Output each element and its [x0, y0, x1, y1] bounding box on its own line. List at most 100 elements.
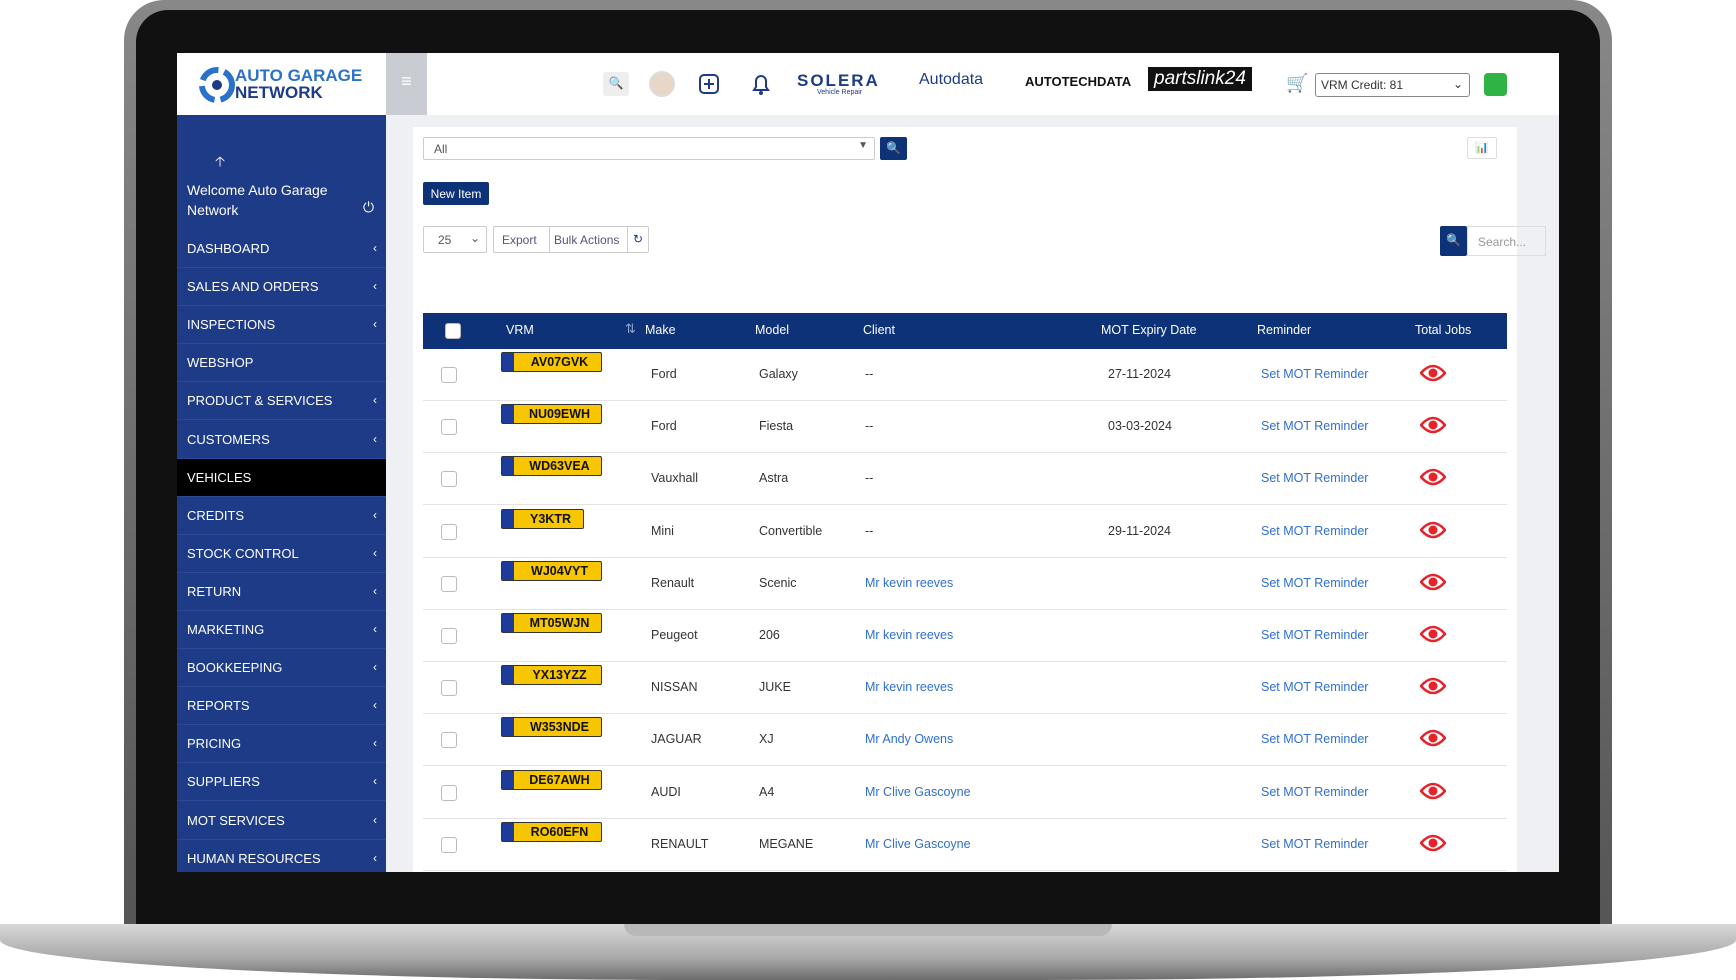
menu-item[interactable]: SALES AND ORDERS ‹	[177, 268, 386, 307]
export-button[interactable]: Export	[502, 233, 537, 247]
vrm-plate[interactable]: NU09EWH	[501, 404, 602, 425]
mot-expiry-date: 27-11-2024	[1108, 367, 1172, 381]
refresh-button[interactable]: ↻	[633, 232, 644, 246]
bulk-actions-button[interactable]: Bulk Actions	[554, 233, 620, 247]
vrm-plate[interactable]: WJ04VYT	[501, 560, 602, 581]
filter-search-button[interactable]: 🔍	[880, 137, 907, 160]
view-jobs-icon[interactable]	[1419, 676, 1447, 699]
menu-item[interactable]: MARKETING ‹	[177, 611, 386, 649]
menu-label: REPORTS	[187, 698, 250, 714]
vrm-plate[interactable]: MT05WJN	[501, 613, 602, 633]
row-checkbox[interactable]	[441, 732, 457, 749]
table-row: YX13YZZ NISSAN JUKE Mr kevin reeves Set MOT …	[423, 662, 1507, 715]
vrm-credit-select[interactable]: VRM Credit: 81 ⌄	[1315, 73, 1470, 97]
add-icon[interactable]	[698, 73, 720, 95]
table-search-input[interactable]: Search...	[1467, 226, 1546, 256]
avatar[interactable]	[649, 71, 675, 97]
new-item-button[interactable]: New Item	[423, 182, 489, 205]
menu-item[interactable]: MOT SERVICES ‹	[177, 802, 386, 840]
row-checkbox[interactable]	[441, 471, 457, 488]
view-jobs-icon[interactable]	[1419, 363, 1447, 386]
vrm-plate[interactable]: AV07GVK	[501, 352, 602, 372]
select-all-checkbox[interactable]	[445, 323, 461, 339]
reminder-link[interactable]: Set MOT Reminder	[1261, 367, 1369, 381]
power-icon[interactable]: ⏻	[363, 199, 375, 215]
menu-item[interactable]: STOCK CONTROL ‹	[177, 535, 386, 573]
reminder-link[interactable]: Set MOT Reminder	[1261, 471, 1369, 486]
vrm-plate[interactable]: WD63VEA	[501, 456, 602, 477]
menu-item[interactable]: DASHBOARD ‹	[177, 230, 386, 268]
row-checkbox[interactable]	[441, 836, 457, 853]
menu-item[interactable]: BOOKKEEPING ‹	[177, 649, 386, 688]
welcome-text: Welcome Auto Garage Network	[187, 182, 328, 218]
client[interactable]: Mr kevin reeves	[865, 575, 954, 590]
menu-item[interactable]: PRICING ‹	[177, 725, 386, 764]
row-checkbox[interactable]	[441, 628, 457, 644]
chevron: ‹	[373, 622, 377, 636]
reminder-link[interactable]: Set MOT Reminder	[1261, 419, 1369, 434]
menu-item[interactable]: HUMAN RESOURCES ‹	[177, 840, 386, 872]
menu-item[interactable]: PRODUCT & SERVICES ‹	[177, 382, 386, 421]
vrm-plate[interactable]: Y3KTR	[501, 508, 584, 529]
sort-icon[interactable]: ⇅	[625, 321, 636, 336]
reminder-link[interactable]: Set MOT Reminder	[1261, 680, 1369, 695]
row-checkbox[interactable]	[441, 419, 457, 436]
menu-item[interactable]: CUSTOMERS ‹	[177, 421, 386, 459]
menu-item[interactable]: INSPECTIONS ‹	[177, 306, 386, 345]
client[interactable]: Mr kevin reeves	[865, 680, 954, 695]
page-size-select[interactable]: 25 ⌄	[423, 226, 487, 253]
client[interactable]: Mr Andy Owens	[865, 732, 954, 747]
bell-icon[interactable]	[749, 71, 773, 97]
table-search-button[interactable]: 🔍	[1440, 226, 1467, 256]
vrm-text: RO60EFN	[530, 824, 589, 839]
row-checkbox[interactable]	[441, 523, 457, 540]
partslink-logo[interactable]: partslink24	[1148, 67, 1252, 91]
autodata-logo[interactable]: Autodata	[919, 71, 984, 88]
view-jobs-icon[interactable]	[1419, 415, 1447, 438]
chevron: ‹	[373, 583, 377, 598]
reminder-link[interactable]: Set MOT Reminder	[1261, 836, 1369, 851]
menu-item[interactable]: SUPPLIERS ‹	[177, 763, 386, 802]
model: XJ	[759, 732, 774, 747]
menu-item[interactable]: CREDITS ‹	[177, 497, 386, 535]
view-jobs-icon[interactable]	[1419, 520, 1447, 543]
reminder-link[interactable]: Set MOT Reminder	[1261, 575, 1369, 590]
menu-item[interactable]: RETURN ‹	[177, 573, 386, 611]
header-search[interactable]: 🔍	[603, 72, 629, 96]
vrm-plate[interactable]: YX13YZZ	[501, 665, 602, 686]
row-checkbox[interactable]	[441, 784, 457, 801]
menu-item[interactable]: VEHICLES	[177, 458, 386, 497]
row-checkbox[interactable]	[441, 575, 457, 592]
view-jobs-icon[interactable]	[1419, 572, 1447, 595]
view-jobs-icon[interactable]	[1419, 467, 1447, 490]
client[interactable]: Mr kevin reeves	[865, 628, 954, 642]
reminder-link[interactable]: Set MOT Reminder	[1261, 732, 1369, 747]
view-jobs-icon[interactable]	[1419, 781, 1447, 804]
filter-select[interactable]: All ▼	[423, 137, 875, 160]
reminder-link[interactable]: Set MOT Reminder	[1261, 628, 1369, 642]
column-header: Client	[863, 323, 895, 337]
client[interactable]: Mr Clive Gascoyne	[865, 836, 971, 851]
row-checkbox[interactable]	[441, 680, 457, 697]
autotechdata-logo[interactable]: AUTOTECHDATA	[1025, 74, 1132, 89]
menu-item[interactable]: REPORTS ‹	[177, 687, 386, 726]
menu-label: MOT SERVICES	[187, 812, 285, 828]
menu-item[interactable]: WEBSHOP	[177, 344, 386, 383]
view-jobs-icon[interactable]	[1419, 833, 1447, 856]
chart-button[interactable]: 📊	[1467, 137, 1497, 159]
solera-logo[interactable]: SOLERA	[797, 71, 880, 90]
vrm-plate[interactable]: RO60EFN	[501, 821, 602, 842]
reminder-link[interactable]: Set MOT Reminder	[1261, 523, 1369, 538]
whatsapp-button[interactable]	[1484, 73, 1507, 96]
column-header: Make	[645, 323, 676, 337]
scroll-up-icon[interactable]: 🡡	[215, 153, 226, 169]
row-checkbox[interactable]	[441, 367, 457, 383]
basket-icon[interactable]: 🛒	[1286, 73, 1309, 93]
view-jobs-icon[interactable]	[1419, 728, 1447, 751]
view-jobs-icon[interactable]	[1419, 624, 1447, 647]
client[interactable]: Mr Clive Gascoyne	[865, 784, 971, 799]
vrm-plate[interactable]: W353NDE	[501, 717, 602, 738]
menu-toggle[interactable]: ≡	[386, 53, 427, 115]
reminder-link[interactable]: Set MOT Reminder	[1261, 784, 1369, 799]
vrm-plate[interactable]: DE67AWH	[501, 769, 602, 790]
